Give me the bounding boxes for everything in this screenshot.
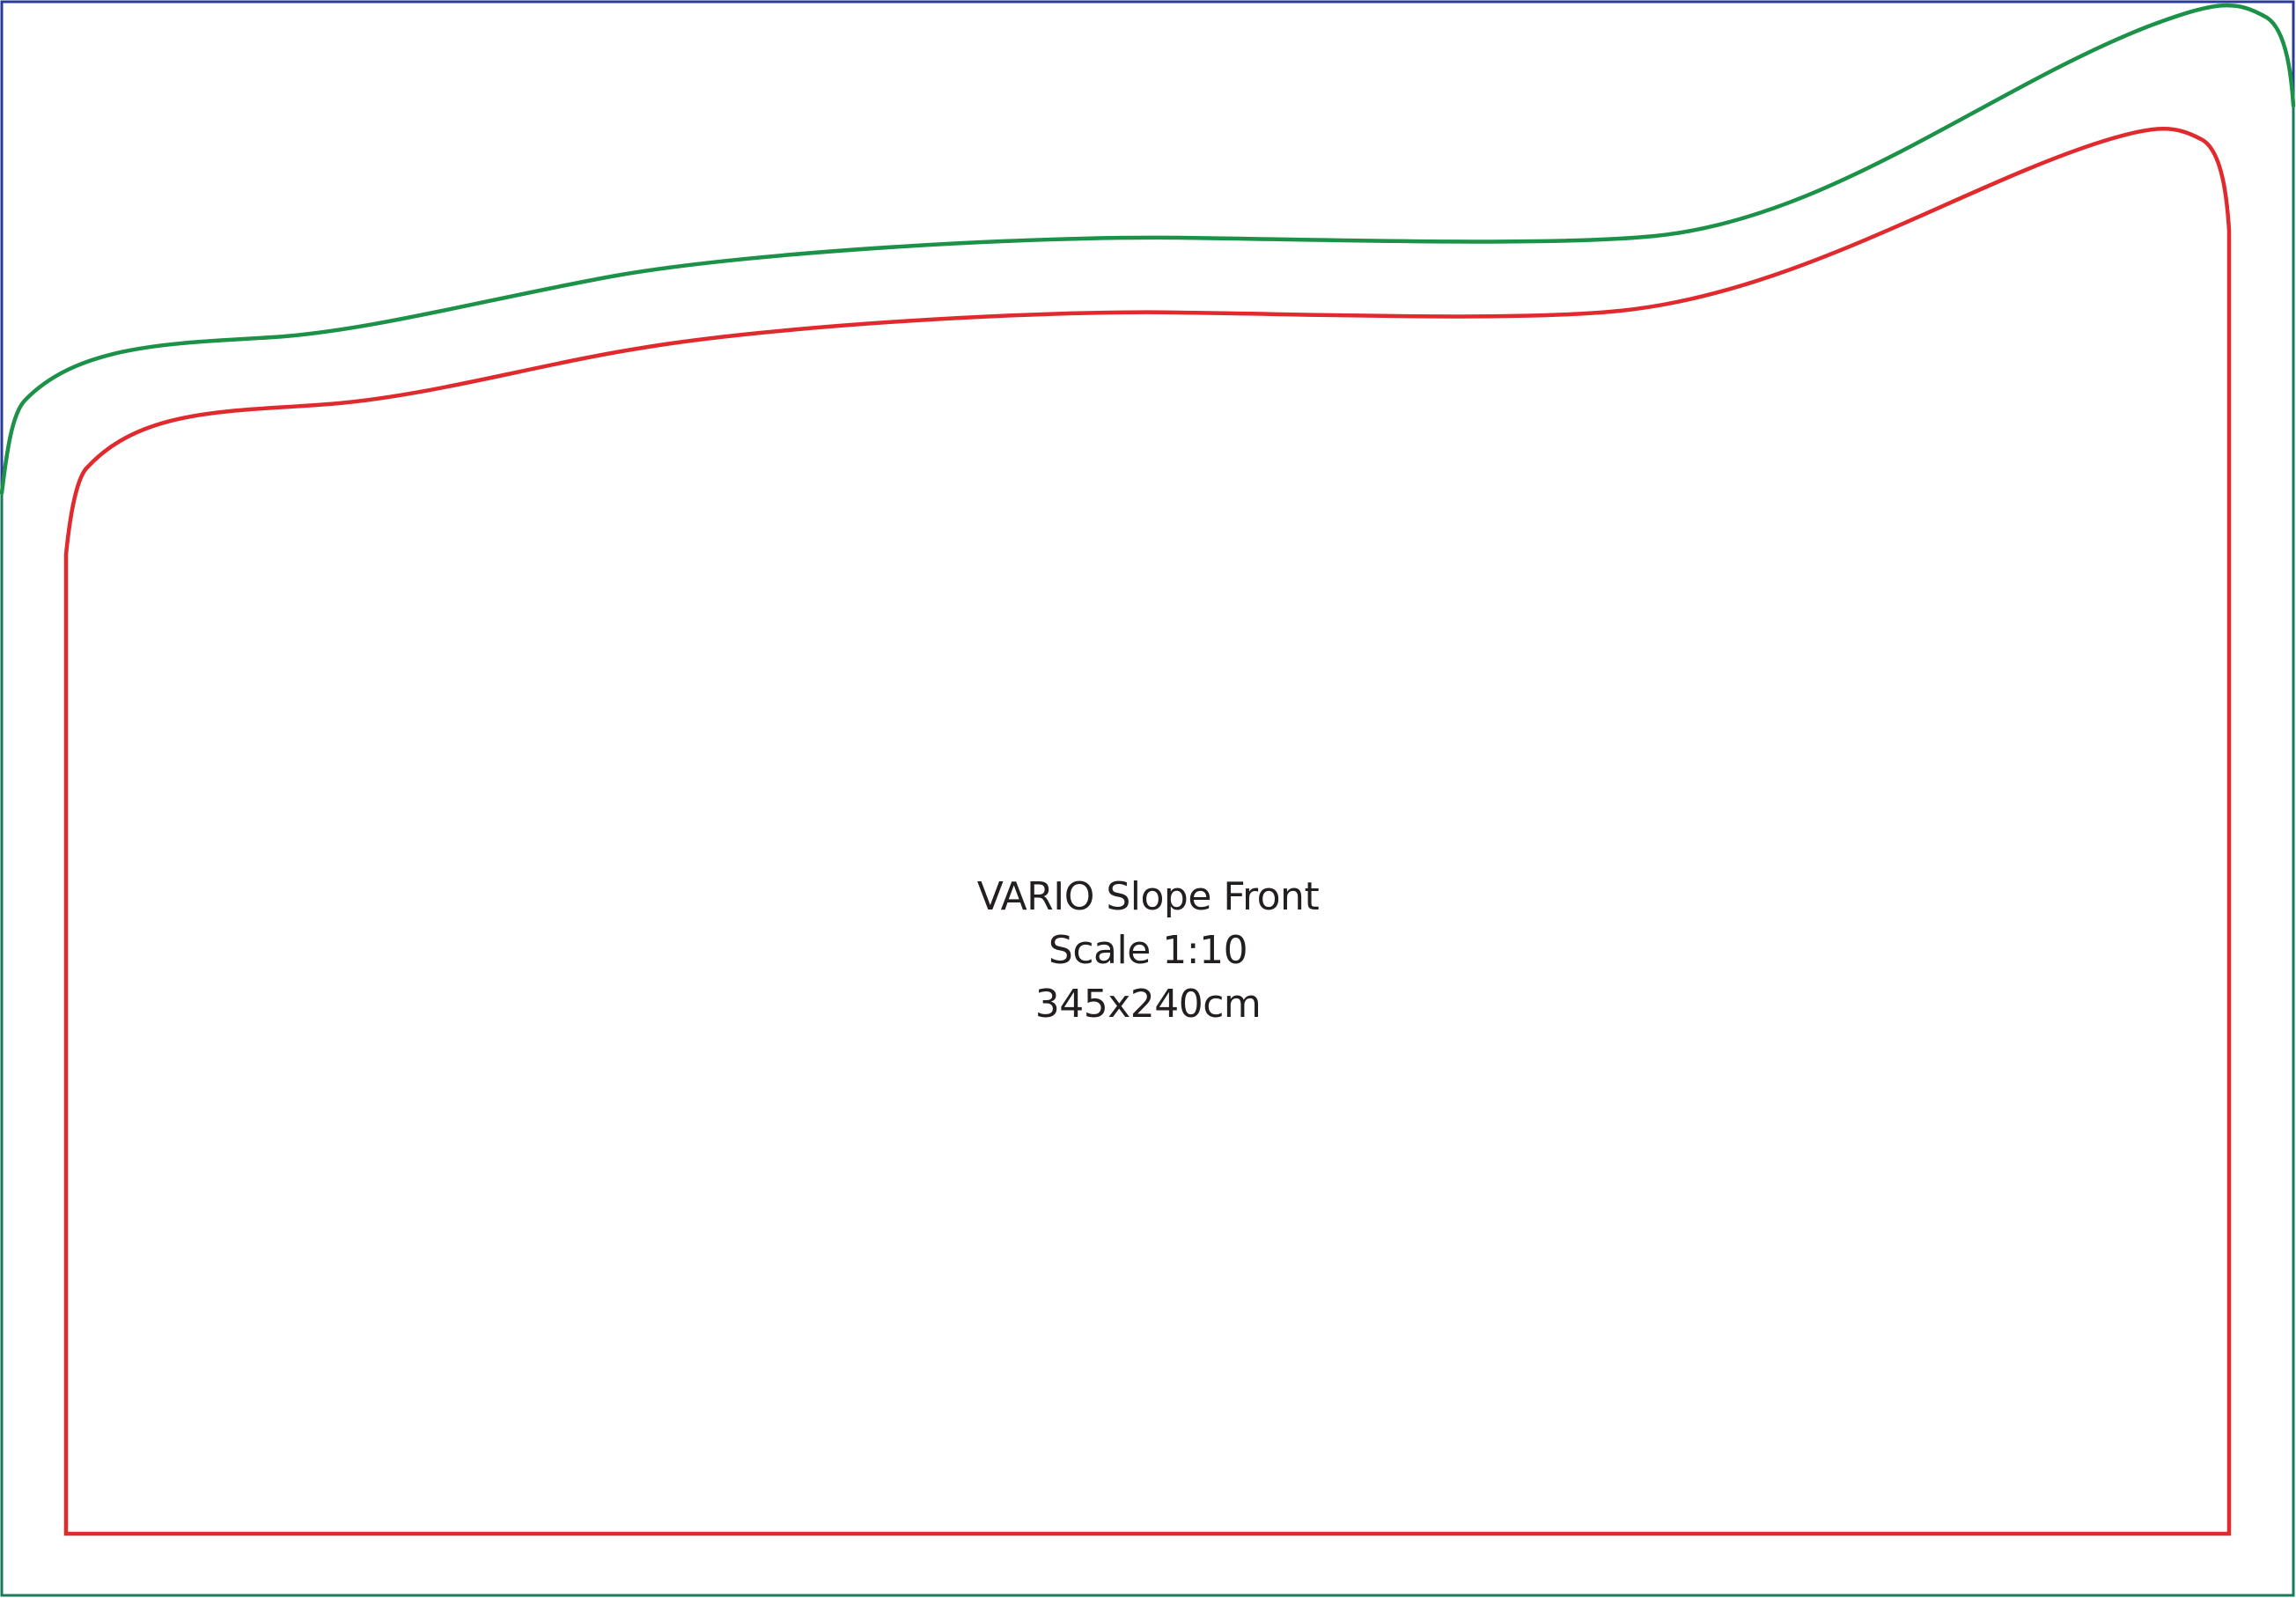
title-text: VARIO Slope Front	[976, 874, 1320, 919]
diagram-label: VARIO Slope Front Scale 1:10 345x240cm	[0, 870, 2296, 1031]
cut-contour	[63, 127, 2232, 1536]
outer-frame-lower	[0, 106, 2295, 1597]
dimensions-text: 345x240cm	[1034, 982, 1262, 1027]
scale-text: Scale 1:10	[1048, 928, 1248, 973]
bleed-contour	[0, 3, 2296, 496]
